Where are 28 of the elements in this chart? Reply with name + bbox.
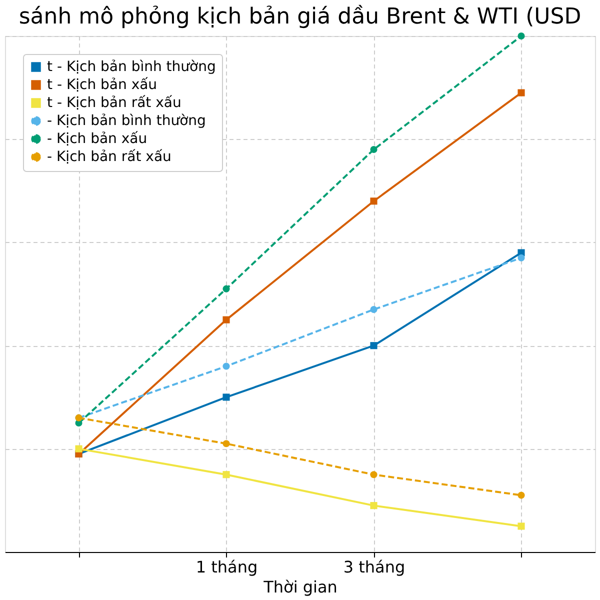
point [370, 342, 378, 350]
x-tick-label: 3 tháng [343, 558, 406, 576]
legend-label: t - Kịch bản rất xấu [47, 95, 182, 111]
point [222, 285, 230, 292]
point [518, 522, 525, 530]
point [518, 254, 525, 262]
x-axis-title: Thời gian [262, 578, 338, 596]
legend-label: t - Kịch bản bình thường [47, 59, 216, 75]
legend-label: t - Kịch bản xấu [47, 77, 158, 93]
legend-label: - Kịch bản rất xấu [47, 149, 172, 165]
point [222, 362, 230, 370]
point [370, 306, 378, 314]
point [370, 502, 378, 510]
point [222, 440, 230, 448]
chart-title: sánh mô phỏng kịch bản giá dầu Brent & WTI (USD [18, 4, 582, 30]
point [518, 32, 525, 40]
point [222, 471, 230, 478]
point [222, 316, 230, 324]
point [75, 445, 82, 452]
point [370, 198, 378, 205]
legend-label: - Kịch bản bình thường [47, 113, 206, 129]
point [370, 471, 378, 478]
point [222, 394, 230, 401]
point [370, 146, 378, 154]
point [518, 492, 525, 499]
point [518, 89, 525, 96]
x-tick-label: 1 tháng [196, 558, 258, 576]
legend-label: - Kịch bản xấu [47, 131, 148, 147]
